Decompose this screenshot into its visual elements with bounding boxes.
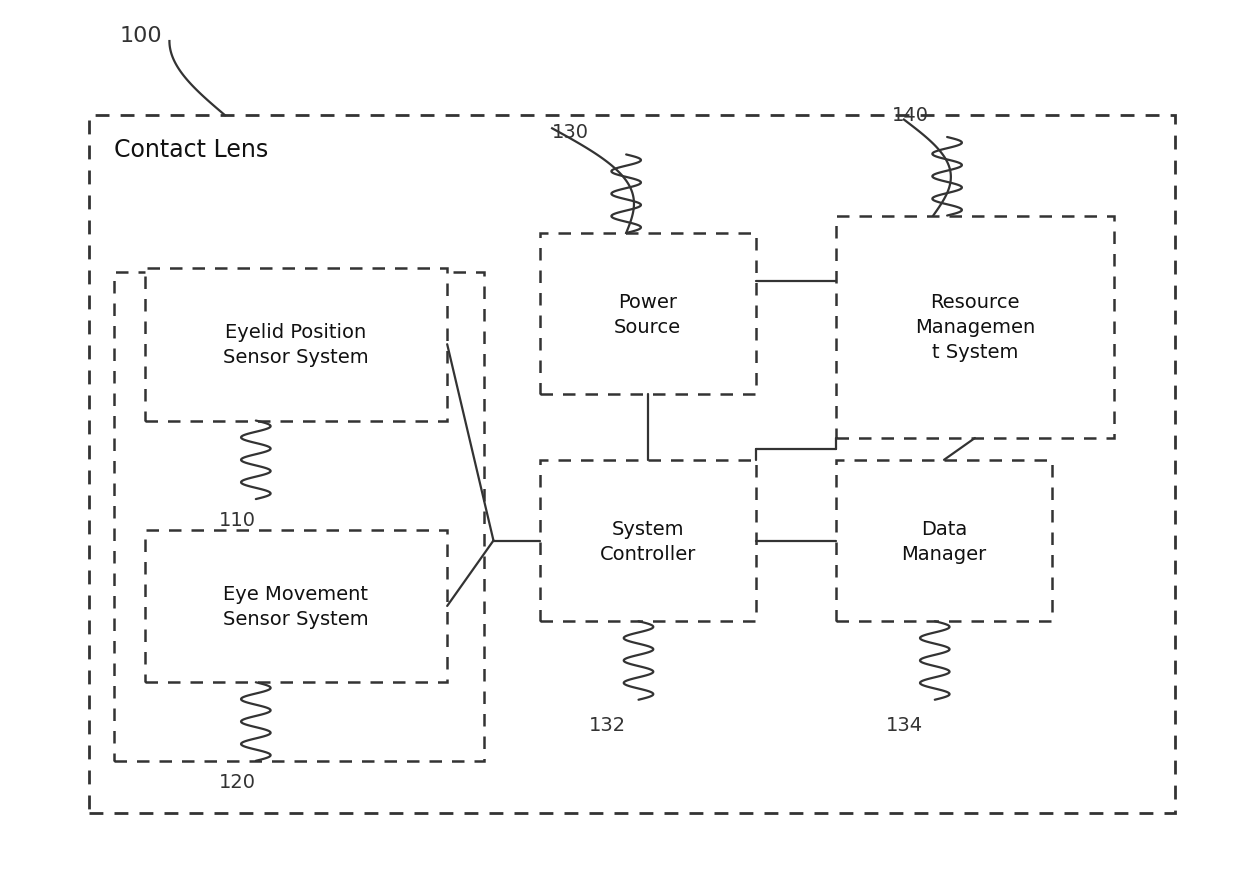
Text: System
Controller: System Controller [600,519,696,563]
Bar [114,273,484,761]
Text: Power
Source: Power Source [614,292,681,336]
Bar [145,268,448,421]
Text: 130: 130 [552,123,589,142]
Text: 100: 100 [120,26,162,46]
Text: Eye Movement
Sensor System: Eye Movement Sensor System [223,584,368,628]
Text: 134: 134 [885,716,923,734]
Text: Data
Manager: Data Manager [901,519,987,563]
Text: Eyelid Position
Sensor System: Eyelid Position Sensor System [223,323,368,367]
Text: 132: 132 [589,716,626,734]
Bar [836,460,1052,622]
Text: Contact Lens: Contact Lens [114,138,268,162]
Bar [145,530,448,682]
Bar [836,217,1114,438]
Text: 120: 120 [218,772,255,791]
Text: Resource
Managemen
t System: Resource Managemen t System [915,293,1035,362]
Text: 110: 110 [218,510,255,530]
Bar [89,116,1176,813]
Bar [539,233,756,395]
Text: 140: 140 [892,105,929,125]
Bar [539,460,756,622]
